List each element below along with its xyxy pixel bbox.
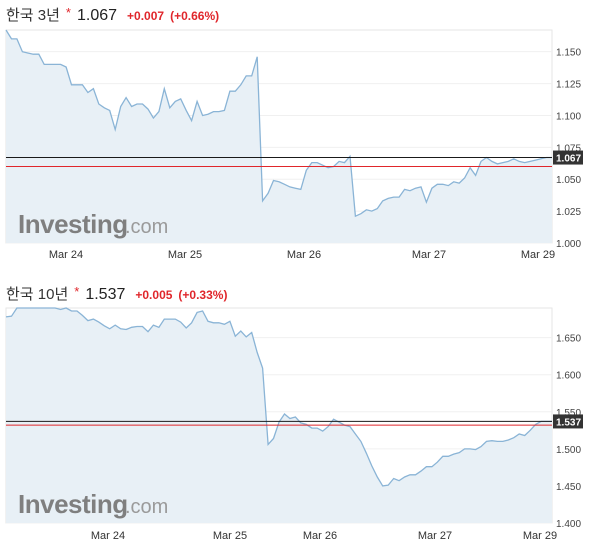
y-tick-label: 1.025: [556, 207, 581, 218]
price-chart[interactable]: Investing.com 1.650 1.600 1.550 1.500 1.450 1.…: [0, 280, 598, 557]
y-tick-label: 1.500: [556, 445, 581, 456]
price-tag: [553, 150, 583, 165]
series-area: [6, 30, 552, 243]
instrument-name[interactable]: 한국 3년: [6, 7, 60, 24]
instrument-name[interactable]: 한국 10년: [6, 286, 69, 303]
quote-header: 한국 10년 * 1.537 +0.005 (+0.33%): [6, 283, 227, 307]
y-tick-label: 1.550: [556, 408, 581, 419]
y-tick-label: 1.050: [556, 175, 581, 186]
y-tick-label: 1.100: [556, 111, 581, 122]
x-tick-label: Mar 27: [412, 249, 446, 261]
x-tick-label: Mar 25: [168, 249, 202, 261]
price-tag-label: 1.537: [556, 417, 581, 428]
x-tick-label: Mar 29: [521, 249, 555, 261]
price-change-pct: (+0.66%): [170, 9, 220, 23]
investing-logo-suffix: .com: [125, 496, 168, 518]
y-tick-label: 1.075: [556, 143, 581, 154]
y-tick-label: 1.650: [556, 334, 581, 345]
series-area: [6, 308, 552, 523]
quote-header: 한국 3년 * 1.067 +0.007 (+0.66%): [6, 4, 219, 28]
x-tick-label: Mar 24: [91, 530, 125, 542]
y-tick-label: 1.000: [556, 239, 581, 250]
x-tick-label: Mar 25: [213, 530, 247, 542]
y-tick-label: 1.450: [556, 482, 581, 493]
y-tick-label: 1.600: [556, 371, 581, 382]
series-line: [5, 29, 552, 218]
y-tick-label: 1.125: [556, 80, 581, 91]
price-tag: [553, 414, 583, 429]
price-tag-label: 1.067: [556, 154, 581, 165]
investing-logo: Investing: [18, 489, 128, 519]
price-change: +0.007: [127, 9, 165, 23]
price-chart[interactable]: Investing.com 1.150 1.125 1.100 1.075 1.050 1.…: [0, 0, 598, 270]
last-price: 1.537: [85, 286, 126, 303]
chart-panel-10y: 한국 10년 * 1.537 +0.005 (+0.33%) Investing…: [0, 280, 598, 557]
price-change: +0.005: [135, 288, 173, 302]
chart-panel-3y: 한국 3년 * 1.067 +0.007 (+0.66%) Investing.…: [0, 0, 598, 270]
realtime-star: *: [74, 284, 80, 299]
realtime-star: *: [65, 5, 71, 20]
y-tick-label: 1.400: [556, 519, 581, 530]
last-price: 1.067: [76, 7, 118, 24]
investing-logo: Investing: [18, 209, 128, 239]
x-tick-label: Mar 27: [418, 530, 452, 542]
price-change-pct: (+0.33%): [178, 288, 228, 302]
x-tick-label: Mar 24: [49, 249, 83, 261]
series-line: [5, 307, 552, 487]
x-tick-label: Mar 26: [287, 249, 321, 261]
investing-logo-suffix: .com: [125, 216, 168, 238]
y-tick-label: 1.150: [556, 48, 581, 59]
x-tick-label: Mar 29: [523, 530, 557, 542]
x-tick-label: Mar 26: [303, 530, 337, 542]
